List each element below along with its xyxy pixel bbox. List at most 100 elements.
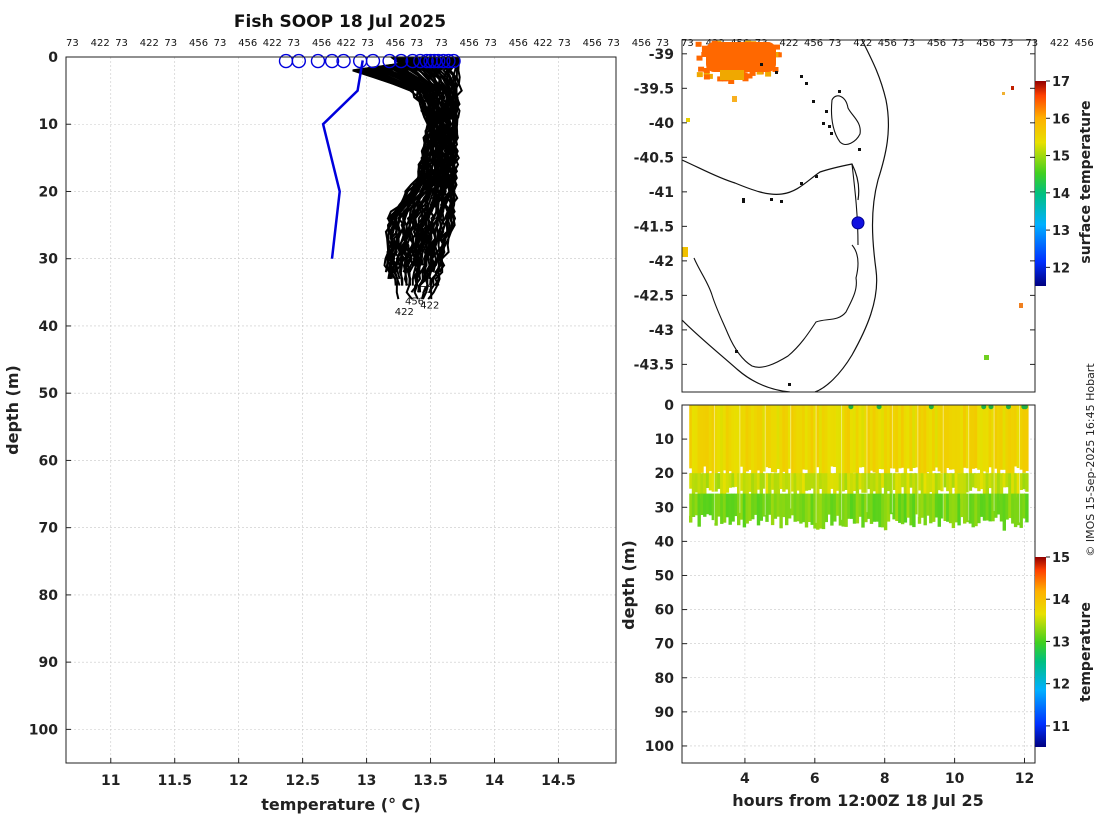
y-tick-label: 40 [39, 319, 59, 335]
ts-temperature-cell [991, 405, 995, 477]
ts-temperature-cell [937, 473, 941, 491]
ts-temperature-cell [844, 493, 848, 527]
warm-cell [698, 66, 705, 72]
ts-temperature-cell [1019, 493, 1023, 528]
ts-temperature-cell [864, 405, 868, 480]
ts-temperature-cell [909, 473, 913, 488]
map-y-ticks: -39 -39.5 -40 -40.5 -41 -41.5 -42 -42.5 -43 -43.5 [634, 47, 687, 373]
ts-temperature-cell [833, 493, 837, 522]
ts-temperature-cell [965, 493, 970, 523]
ts-surface-point [848, 405, 854, 410]
ts-temperature-cell [982, 493, 987, 521]
ts-x-tick-label: 12 [1015, 771, 1034, 787]
ts-temperature-cell [940, 493, 944, 519]
ts-y-tick-label: 90 [655, 705, 675, 721]
ts-temperature-cell [883, 405, 888, 475]
x-tick-label: 11 [101, 773, 120, 789]
warm-cell [774, 44, 780, 50]
ts-temperature-cell [807, 493, 811, 522]
ts-temperature-cell [1011, 493, 1015, 524]
ts-x-tick-label: 4 [740, 771, 750, 787]
ts-temperature-cell [779, 473, 783, 489]
profiles-x-ticks: 11 11.5 12 12.5 13 13.5 14 14.5 [101, 758, 576, 789]
ts-temperature-cell [838, 473, 843, 498]
ts-temperature-cell [951, 473, 956, 488]
profile-id-label: 456 [189, 38, 208, 49]
ts-temperature-cell [734, 473, 738, 487]
ts-temperature-cell [847, 493, 851, 519]
ts-temperature-cell [720, 473, 724, 495]
warm-spot-west [682, 247, 688, 257]
ts-temperature-cell [756, 405, 761, 471]
ts-temperature-cell [951, 493, 956, 529]
ts-temperature-cell [850, 493, 854, 519]
coast-dot [800, 182, 803, 185]
ts-temperature-cell [748, 405, 752, 470]
warm-cell [728, 79, 735, 84]
ts-temperature-cell [722, 473, 727, 497]
ts-temperature-cell [1011, 473, 1015, 495]
ts-temperature-cell [917, 473, 922, 491]
ts-temperature-cell [994, 493, 998, 518]
coast-dot [838, 90, 841, 93]
surface-marker [382, 53, 397, 69]
ts-temperature-cell [974, 493, 978, 527]
ts-temperature-cell [912, 405, 916, 468]
ts-temperature-cell [813, 473, 817, 499]
x-tick-label: 12 [229, 773, 248, 789]
ts-temperature-cell [737, 493, 741, 526]
ts-temperature-cell [768, 405, 772, 469]
ts-temperature-cell [996, 493, 1001, 515]
ts-temperature-cell [790, 473, 795, 492]
surface-marker [419, 53, 434, 69]
ts-temperature-cell [867, 493, 871, 519]
ts-temperature-cell [742, 473, 747, 498]
ts-temperature-cell [818, 493, 823, 529]
coast-dot [822, 122, 825, 125]
ts-temperature-cell [999, 493, 1004, 522]
ts-temperature-cell [711, 473, 715, 492]
ts-y-tick-label: 60 [655, 603, 675, 619]
ts-temperature-cell [694, 473, 698, 493]
ts-temperature-cell [932, 493, 936, 522]
ts-temperature-cell [886, 405, 891, 475]
ts-temperature-cell [915, 493, 919, 515]
ts-temperature-cell [889, 493, 893, 515]
ts-temperature-cell [785, 493, 789, 526]
ts-temperature-cell [782, 493, 786, 518]
ts-temperature-cell [802, 493, 806, 523]
ts-temperature-cell [977, 493, 981, 524]
ts-temperature-cell [700, 493, 704, 515]
ts-temperature-cell [1013, 405, 1018, 467]
ts-temperature-cell [818, 405, 823, 477]
ts-temperature-cell [773, 493, 778, 519]
profile-id-label: 456 [238, 38, 257, 49]
coastline-dots [735, 63, 861, 386]
ts-temperature-cell [900, 493, 905, 525]
profile-id-label: 73 [656, 38, 669, 49]
mainland-coast [682, 159, 860, 201]
ts-temperature-cell [689, 473, 693, 489]
ts-temperature-cell [804, 473, 809, 491]
coast-dot [742, 200, 745, 203]
ts-y-tick-label: 10 [655, 432, 675, 448]
ts-temperature-cell [714, 493, 718, 526]
x-tick-label: 14 [485, 773, 505, 789]
vessel-profile-line [408, 56, 446, 286]
ts-temperature-cell [787, 473, 792, 499]
ts-temperature-cell [754, 493, 758, 515]
ts-temperature-cell [1019, 405, 1023, 470]
ts-temperature-cell [872, 473, 876, 492]
warm-cell [749, 70, 756, 76]
ts-temperature-cell [824, 473, 828, 498]
ts-temperature-cell [982, 405, 987, 472]
ts-temperature-cell [700, 473, 704, 499]
ts-temperature-cell [728, 405, 732, 472]
ts-surface-point [1022, 405, 1028, 410]
ts-temperature-cell [818, 473, 823, 489]
ts-temperature-cell [869, 473, 874, 495]
ts-temperature-cell [691, 473, 696, 501]
ts-temperature-cell [855, 493, 860, 524]
colorbar-tick-label: 13 [1052, 224, 1070, 239]
ts-temperature-cell [946, 405, 950, 468]
